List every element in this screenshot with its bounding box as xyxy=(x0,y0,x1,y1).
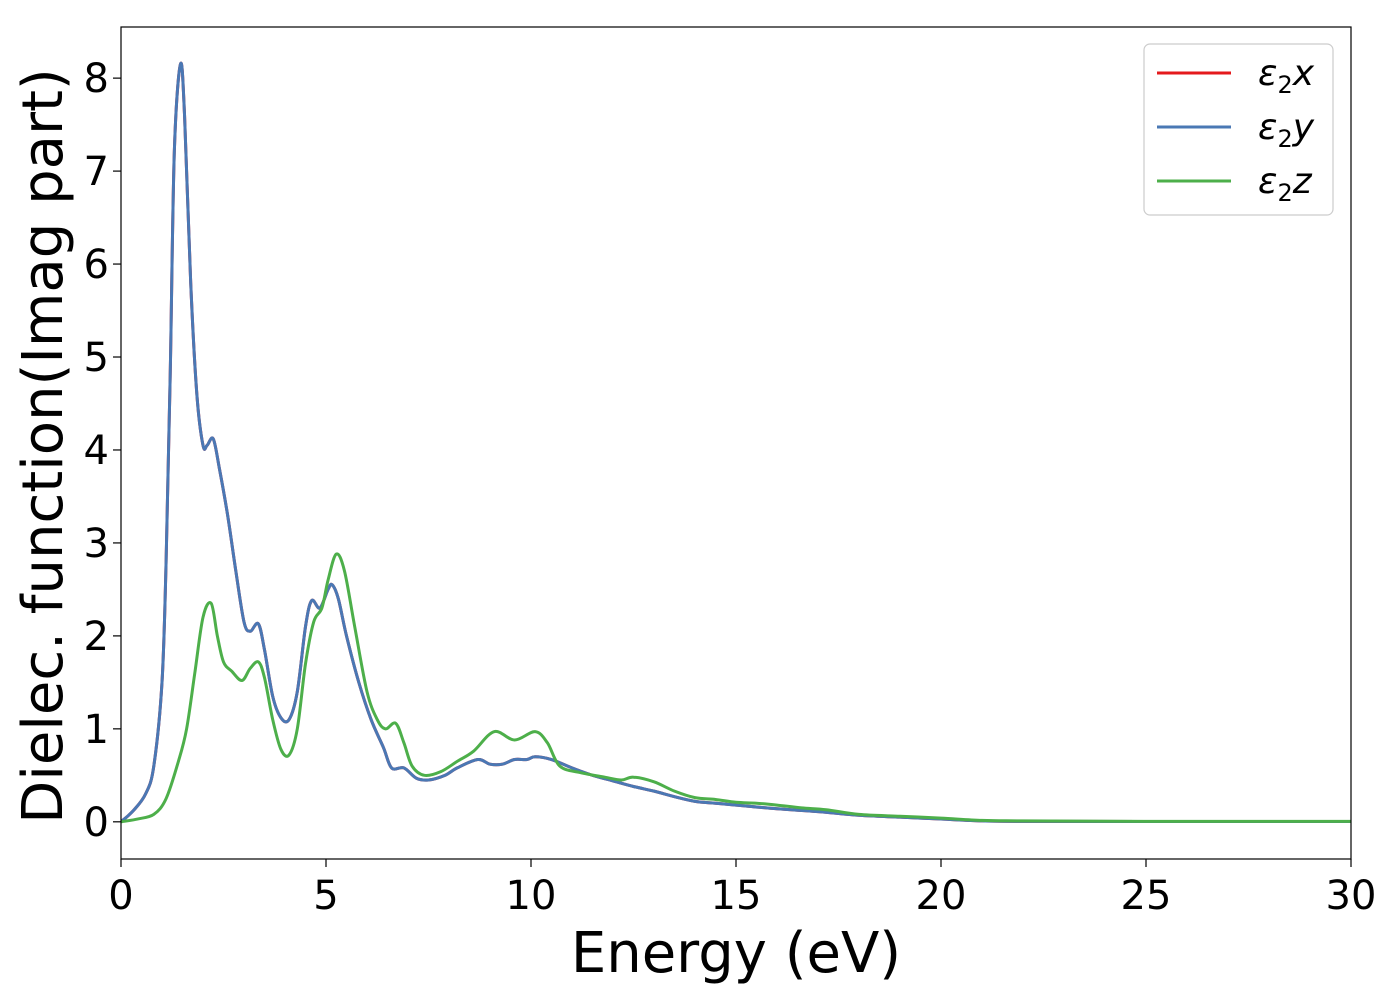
y-axis-label: Dielec. function(Imag part) xyxy=(11,68,76,824)
y-tick-label: 0 xyxy=(84,800,109,846)
y-axis-ticks: 0 1 2 3 4 5 6 7 8 xyxy=(84,56,121,846)
x-tick-label: 30 xyxy=(1326,873,1377,919)
series-line-z xyxy=(121,552,1351,824)
x-axis-label: Energy (eV) xyxy=(571,921,901,986)
legend-label-y: ε2y xyxy=(1258,107,1315,153)
x-tick-label: 0 xyxy=(108,873,133,919)
x-tick-label: 20 xyxy=(916,873,967,919)
series-line-y xyxy=(121,61,1351,824)
legend-label-z: ε2z xyxy=(1258,161,1313,207)
y-tick-label: 3 xyxy=(84,521,109,567)
legend-label-x: ε2x xyxy=(1258,53,1315,99)
x-tick-label: 25 xyxy=(1121,873,1172,919)
y-tick-label: 7 xyxy=(84,149,109,195)
legend: ε2x ε2y ε2z xyxy=(1143,43,1334,216)
legend-box xyxy=(1143,43,1334,216)
x-tick-label: 10 xyxy=(506,873,557,919)
y-tick-label: 1 xyxy=(84,707,109,753)
y-tick-label: 5 xyxy=(84,335,109,381)
x-tick-label: 5 xyxy=(313,873,338,919)
y-tick-label: 4 xyxy=(84,428,109,474)
x-tick-label: 15 xyxy=(711,873,762,919)
y-tick-label: 6 xyxy=(84,242,109,288)
y-tick-label: 2 xyxy=(84,614,109,660)
y-tick-label: 8 xyxy=(84,56,109,102)
x-axis-ticks: 0 5 10 15 20 25 30 xyxy=(108,859,1376,919)
